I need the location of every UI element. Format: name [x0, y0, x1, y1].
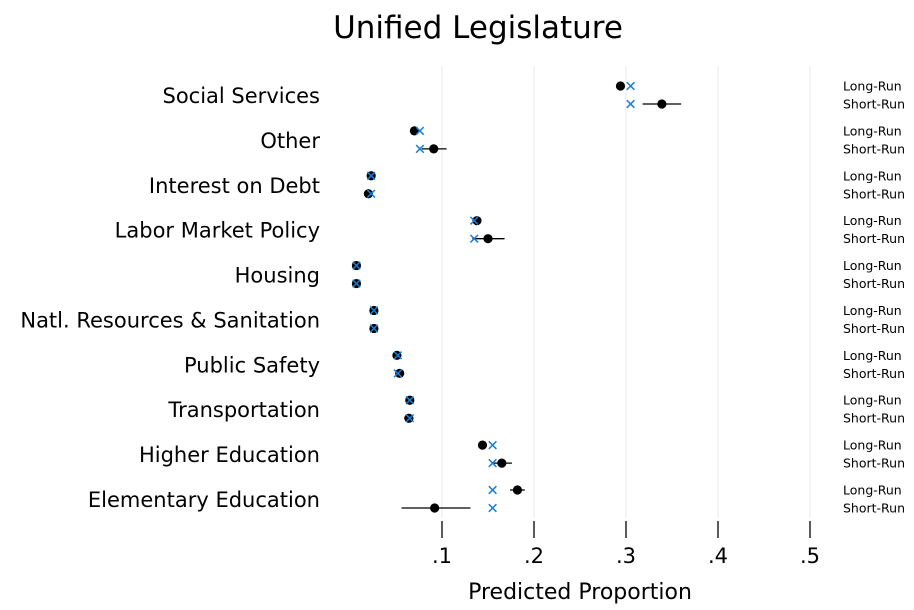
estimate-long-run	[405, 395, 415, 405]
category-label: Social Services	[163, 84, 321, 108]
cross-marker	[393, 369, 403, 378]
cross-marker	[369, 306, 379, 315]
cross-marker	[393, 351, 403, 360]
category-label: Higher Education	[139, 443, 320, 467]
point-estimate-dot	[430, 503, 440, 513]
cross-marker	[352, 279, 361, 288]
row-label: Short-Run	[843, 456, 905, 471]
estimate-short-run	[401, 503, 497, 513]
point-estimate-dot	[395, 368, 405, 378]
row-label: Short-Run	[843, 231, 905, 246]
row-label: Long-Run	[843, 123, 902, 138]
cross-marker	[369, 324, 379, 333]
cross-marker	[405, 395, 415, 405]
estimate-long-run	[392, 350, 403, 360]
cross-marker	[488, 503, 497, 513]
row-label: Long-Run	[843, 348, 902, 363]
row-label: Short-Run	[843, 186, 905, 201]
point-estimate-dot	[497, 458, 507, 468]
estimate-long-run	[488, 485, 525, 495]
row-label: Short-Run	[843, 141, 905, 156]
estimate-short-run	[393, 368, 405, 378]
estimate-long-run	[369, 305, 379, 316]
chart-title: Unified Legislature	[333, 10, 623, 46]
x-tick-label: .2	[524, 544, 544, 568]
point-estimate-dot	[483, 234, 493, 244]
cross-marker	[488, 458, 497, 468]
point-estimate-dot	[657, 99, 667, 109]
estimate-short-run	[404, 413, 415, 423]
estimate-long-run	[615, 81, 635, 91]
cross-marker	[488, 440, 497, 450]
category-label: Natl. Resources & Sanitation	[20, 308, 320, 332]
cross-marker	[488, 485, 497, 495]
estimate-long-run	[477, 440, 497, 450]
point-estimate-dot	[429, 144, 439, 154]
cross-marker	[626, 99, 635, 109]
x-tick-label: .1	[432, 544, 452, 568]
category-label: Other	[260, 129, 320, 153]
cross-marker	[415, 126, 425, 136]
row-label: Long-Run	[843, 213, 902, 228]
cross-marker	[626, 81, 635, 91]
row-label: Short-Run	[843, 366, 905, 381]
row-label: Long-Run	[843, 393, 902, 408]
estimate-short-run	[469, 234, 505, 244]
x-tick-label: .4	[708, 544, 728, 568]
row-label: Long-Run	[843, 438, 902, 453]
point-estimate-dot	[477, 440, 488, 450]
estimate-long-run	[366, 171, 376, 181]
estimate-short-run	[488, 458, 512, 468]
x-tick-label: .3	[616, 544, 636, 568]
cross-marker	[469, 234, 479, 243]
row-label: Short-Run	[843, 411, 905, 426]
estimate-short-run	[369, 323, 379, 334]
row-label: Long-Run	[843, 483, 902, 498]
row-label: Short-Run	[843, 276, 905, 291]
grid-lines	[441, 66, 811, 518]
point-estimate-dot	[512, 485, 523, 495]
row-label: Long-Run	[843, 258, 902, 273]
row-label: Short-Run	[843, 501, 905, 516]
category-label: Transportation	[167, 398, 320, 422]
category-label: Interest on Debt	[149, 174, 320, 198]
row-label: Long-Run	[843, 303, 902, 318]
estimate-short-run	[363, 189, 376, 199]
cross-marker	[366, 189, 376, 199]
cross-marker	[469, 216, 479, 225]
cross-marker	[415, 144, 425, 154]
category-label: Housing	[235, 264, 320, 288]
x-axis-title: Predicted Proportion	[468, 580, 692, 605]
data-marks	[351, 81, 682, 513]
category-label: Public Safety	[184, 353, 320, 377]
point-estimate-dot	[363, 189, 373, 199]
category-label: Labor Market Policy	[115, 219, 320, 243]
cross-marker	[352, 261, 361, 270]
x-axis-ticks: .1 .2 .3 .4 .5	[432, 521, 820, 568]
point-estimate-dot	[615, 81, 626, 91]
estimate-short-run	[351, 278, 362, 289]
estimate-long-run	[469, 216, 482, 226]
row-label: Short-Run	[843, 97, 905, 112]
cross-marker	[366, 171, 376, 181]
category-labels: Social Services Other Interest on Debt Labo…	[20, 84, 320, 512]
row-label: Short-Run	[843, 321, 905, 336]
category-label: Elementary Education	[88, 488, 320, 512]
estimate-short-run	[415, 144, 447, 154]
estimate-long-run	[351, 260, 362, 271]
point-estimate-dot	[472, 216, 482, 226]
row-labels: Long-Run Short-Run Long-Run Short-Run Long-R…	[843, 79, 905, 516]
cross-marker	[405, 413, 415, 423]
estimate-long-run	[409, 126, 425, 136]
estimate-short-run	[626, 99, 682, 109]
x-tick-label: .5	[800, 544, 820, 568]
row-label: Long-Run	[843, 79, 902, 94]
row-label: Long-Run	[843, 168, 902, 183]
